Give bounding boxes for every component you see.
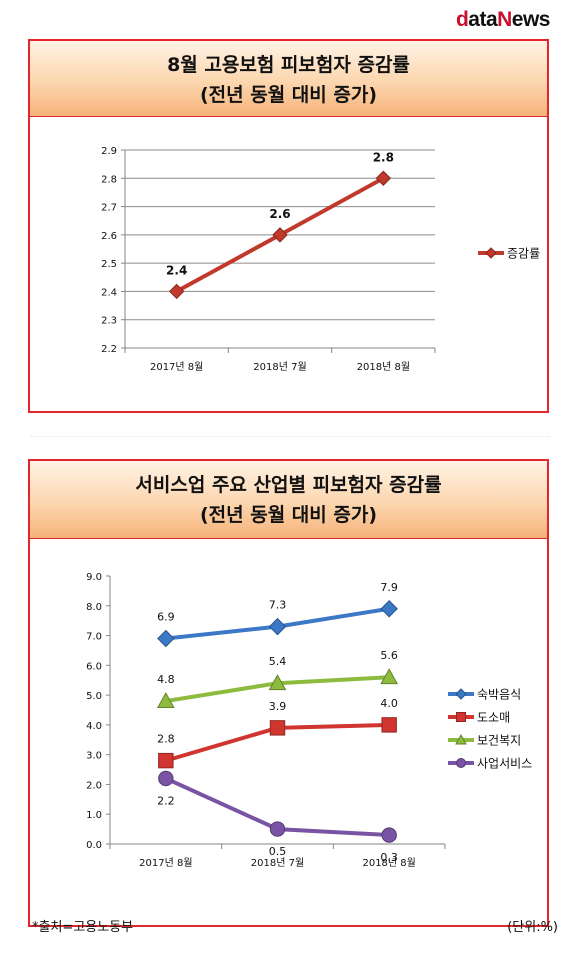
y-tick-label: 9.0: [86, 572, 102, 583]
legend-marker: [485, 247, 497, 259]
y-tick-label: 1.0: [86, 810, 102, 821]
data-label: 2.2: [157, 794, 175, 807]
x-tick-label: 2018년 7월: [253, 361, 306, 373]
data-point: [269, 720, 286, 736]
data-point: [381, 717, 397, 733]
data-label: 2.8: [157, 733, 175, 746]
y-tick-label: 2.6: [101, 231, 117, 242]
data-label: 3.9: [269, 700, 287, 713]
legend-label: 도소매: [477, 711, 510, 725]
legend-marker: [455, 733, 467, 745]
data-point: [380, 600, 398, 618]
y-tick-label: 2.2: [101, 344, 117, 355]
y-tick-label: 2.3: [101, 316, 117, 327]
y-tick-label: 7.0: [86, 632, 102, 643]
chart-panel-services: 서비스업 주요 산업별 피보험자 증감률 (전년 동월 대비 증가) 0.0 1.…: [28, 459, 549, 927]
data-point: [269, 821, 286, 837]
y-tick-label: 6.0: [86, 661, 102, 672]
legend-marker: [456, 758, 466, 768]
y-tick-label: 2.4: [101, 287, 117, 298]
legend-marker: [456, 712, 466, 722]
line-chart-services: 0.0 1.0 2.0 3.0 4.0 5.0 6.0 7.0 8.0 9.0 2017년 8월 20…: [86, 572, 532, 869]
y-tick-label: 3.0: [86, 751, 102, 762]
data-label: 4.8: [157, 673, 175, 686]
y-tick-label: 2.7: [101, 203, 117, 214]
data-label: 2.6: [269, 207, 290, 221]
data-label: 0.5: [269, 845, 287, 858]
x-tick-label: 2018년 8월: [357, 361, 410, 373]
datanews-logo: dataNews: [455, 8, 551, 32]
logo-part: ews: [511, 8, 551, 31]
y-tick-label: 5.0: [86, 691, 102, 702]
legend-marker: [455, 688, 467, 700]
x-tick-label: 2018년 7월: [251, 857, 304, 869]
y-tick-label: 2.0: [86, 780, 102, 791]
unit-note: (단위:%): [507, 920, 558, 935]
x-tick-label: 2017년 8월: [139, 857, 192, 869]
data-label: 7.9: [380, 581, 398, 594]
line-chart-overall: 2.2 2.3 2.4 2.5 2.6 2.7 2.8 2.9 2017년 8월 2018년 7월…: [101, 146, 540, 373]
y-tick-label: 4.0: [86, 721, 102, 732]
chart-subtitle: (전년 동월 대비 증가): [199, 504, 378, 526]
legend-label: 사업서비스: [477, 757, 532, 771]
legend-label: 증감률: [507, 247, 540, 261]
data-point: [268, 674, 287, 691]
y-tick-label: 8.0: [86, 602, 102, 613]
data-point: [158, 752, 174, 769]
y-tick-label: 2.8: [101, 174, 117, 185]
y-tick-label: 0.0: [86, 840, 102, 851]
data-point: [380, 668, 399, 685]
legend-label: 숙박음식: [477, 688, 521, 702]
x-tick-label: 2017년 8월: [150, 361, 203, 373]
y-tick-label: 2.9: [101, 146, 117, 157]
data-point: [375, 170, 392, 186]
data-label: 7.3: [269, 599, 287, 612]
chart-subtitle: (전년 동월 대비 증가): [199, 84, 378, 106]
logo-part: ata: [468, 8, 498, 31]
data-point: [158, 770, 174, 787]
chart-panel-overall: 8월 고용보험 피보험자 증감률 (전년 동월 대비 증가) 2.2 2.3 2.4…: [28, 39, 549, 413]
data-label: 4.0: [380, 697, 398, 710]
data-point: [272, 227, 288, 243]
chart-title: 8월 고용보험 피보험자 증감률: [167, 54, 410, 76]
logo-part: N: [497, 8, 512, 31]
x-tick-label: 2018년 8월: [362, 857, 415, 869]
source-note: *출처=고용노동부: [32, 920, 134, 935]
y-tick-label: 2.5: [101, 259, 117, 270]
data-point: [157, 629, 175, 648]
divider: [30, 436, 550, 438]
data-label: 5.4: [269, 655, 287, 668]
chart-header: 8월 고용보험 피보험자 증감률 (전년 동월 대비 증가): [30, 41, 547, 117]
data-label: 0.3: [380, 851, 398, 864]
data-label: 2.8: [373, 150, 394, 164]
data-point: [168, 283, 185, 300]
chart-header: 서비스업 주요 산업별 피보험자 증감률 (전년 동월 대비 증가): [30, 461, 547, 539]
logo-part: d: [455, 8, 469, 31]
data-label: 5.6: [380, 649, 398, 662]
data-label: 2.4: [166, 263, 187, 277]
data-point: [156, 692, 175, 708]
data-point: [381, 827, 397, 843]
legend-label: 보건복지: [477, 734, 521, 748]
data-point: [268, 617, 287, 636]
chart-title: 서비스업 주요 산업별 피보험자 증감률: [135, 474, 442, 496]
data-label: 6.9: [157, 611, 175, 624]
